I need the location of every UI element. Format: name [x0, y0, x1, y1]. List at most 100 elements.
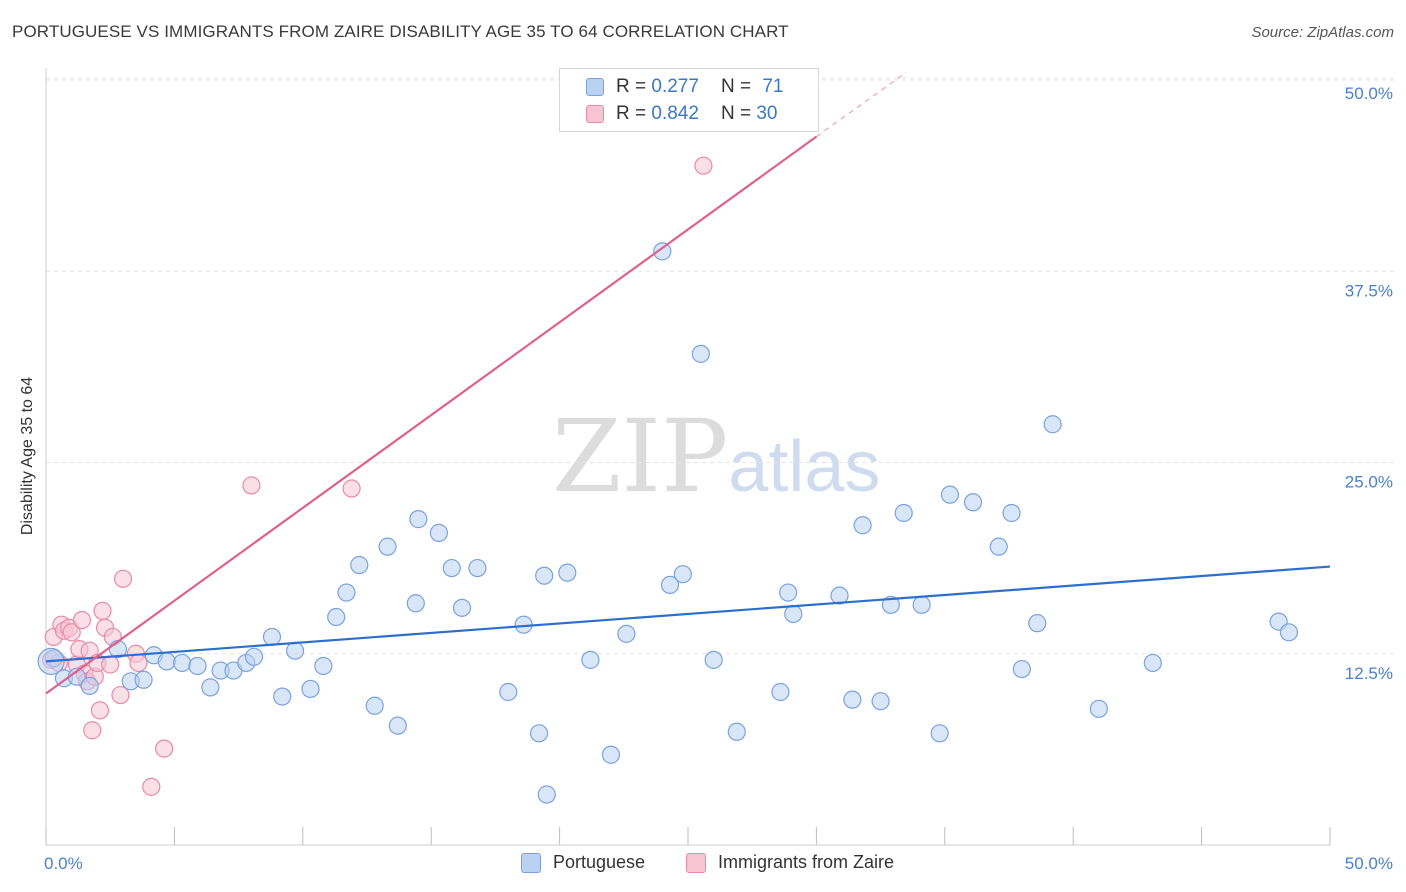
portuguese-point	[134, 670, 153, 689]
zaire-trend-line	[45, 135, 818, 695]
portuguese-point	[881, 595, 900, 614]
portuguese-point	[660, 575, 680, 595]
legend-row-zaire: R = 0.842 N = 30	[586, 102, 777, 126]
source-label: Source: ZipAtlas.com	[1251, 24, 1394, 41]
portuguese-point	[337, 583, 356, 602]
legend-n-label: N =	[720, 76, 752, 97]
zaire-point	[101, 655, 120, 674]
bottom-legend-label: Portuguese	[553, 852, 646, 872]
legend-row-portuguese: R = 0.277 N = 71	[586, 75, 783, 99]
portuguese-point	[406, 594, 425, 613]
portuguese-point	[365, 696, 384, 715]
portuguese-point	[779, 583, 798, 602]
portuguese-point	[784, 604, 803, 624]
legend-n-label: N =	[720, 103, 752, 124]
portuguese-point	[581, 650, 600, 669]
watermark-zip: ZIP	[552, 398, 729, 515]
portuguese-point	[691, 344, 710, 363]
portuguese-point	[1089, 699, 1108, 718]
y-tick-label: 37.5%	[1345, 281, 1393, 300]
watermark: ZIPatlas	[552, 398, 880, 515]
portuguese-point	[157, 652, 176, 671]
portuguese-point	[1028, 614, 1047, 633]
portuguese-point	[442, 558, 461, 578]
portuguese-point	[1143, 653, 1162, 673]
portuguese-point	[314, 656, 333, 676]
portuguese-point	[930, 724, 949, 743]
zaire-point	[93, 601, 112, 621]
portuguese-point	[617, 624, 636, 643]
legend-r-label: R =	[616, 76, 647, 97]
zaire-point	[142, 777, 161, 796]
portuguese-point	[771, 682, 790, 702]
y-tick-label: 50.0%	[1345, 84, 1393, 103]
portuguese-point	[262, 627, 282, 647]
portuguese-point	[273, 687, 292, 706]
portuguese-point	[853, 516, 872, 535]
portuguese-point	[529, 724, 549, 743]
portuguese-point	[468, 558, 487, 578]
portuguese-point	[80, 676, 99, 695]
zaire-point	[83, 721, 102, 740]
zaire-point	[342, 479, 361, 498]
legend-r-value: 0.277	[651, 76, 699, 97]
zaire-point	[90, 701, 110, 720]
watermark-atlas: atlas	[728, 427, 881, 507]
legend-r-value: 0.842	[651, 103, 699, 124]
portuguese-point	[1279, 623, 1299, 642]
portuguese-point	[1012, 659, 1031, 679]
portuguese-point	[188, 656, 207, 676]
portuguese-point	[673, 565, 692, 584]
portuguese-point	[871, 692, 890, 711]
legend-n-value: 30	[756, 103, 778, 124]
portuguese-point	[727, 722, 746, 741]
zaire-trend-extension	[816, 71, 907, 138]
zaire-point	[694, 156, 713, 175]
portuguese-point	[1002, 503, 1021, 523]
portuguese-point	[558, 563, 577, 582]
legend-n-value: 71	[762, 76, 784, 97]
portuguese-point	[301, 679, 320, 699]
zaire-point	[129, 653, 148, 673]
portuguese-point	[499, 682, 518, 702]
zaire-point	[62, 623, 81, 642]
portuguese-point	[452, 598, 472, 617]
portuguese-point	[894, 503, 913, 523]
portuguese-point	[989, 537, 1008, 556]
portuguese-point	[388, 716, 407, 735]
portuguese-point	[601, 745, 621, 764]
portuguese-point	[244, 647, 264, 666]
portuguese-point	[963, 493, 983, 512]
bottom-legend-label: Immigrants from Zaire	[718, 852, 895, 872]
chart-title: PORTUGUESE VS IMMIGRANTS FROM ZAIRE DISA…	[12, 22, 789, 41]
legend-swatch-zaire	[586, 105, 604, 123]
zaire-point	[155, 739, 174, 758]
portuguese-point	[830, 586, 849, 605]
x-tick-label: 0.0%	[44, 854, 83, 873]
portuguese-point	[429, 523, 449, 542]
stats-legend: R = 0.277 N = 71 R = 0.842 N = 30	[559, 68, 819, 132]
portuguese-point	[378, 537, 397, 556]
portuguese-point	[537, 785, 556, 804]
legend-r-label: R =	[616, 103, 647, 124]
portuguese-trend-line	[45, 565, 1331, 663]
portuguese-point	[912, 595, 931, 614]
bottom-legend-zaire[interactable]: Immigrants from Zaire	[686, 852, 894, 873]
x-tick-label: 50.0%	[1345, 854, 1393, 873]
portuguese-point	[409, 510, 428, 529]
zaire-point	[242, 476, 261, 495]
y-tick-label: 12.5%	[1345, 664, 1393, 683]
portuguese-point	[704, 650, 723, 669]
portuguese-point	[653, 242, 672, 261]
portuguese-point	[843, 690, 862, 709]
portuguese-point	[285, 641, 305, 660]
bottom-legend: Portuguese Immigrants from Zaire	[0, 852, 1406, 878]
y-tick-label: 25.0%	[1345, 473, 1393, 492]
bottom-legend-portuguese[interactable]: Portuguese	[521, 852, 645, 873]
portuguese-point	[327, 607, 346, 627]
zaire-point	[72, 610, 92, 630]
zaire-point	[113, 569, 133, 588]
zaire-point	[111, 685, 130, 705]
portuguese-point	[1043, 415, 1062, 434]
